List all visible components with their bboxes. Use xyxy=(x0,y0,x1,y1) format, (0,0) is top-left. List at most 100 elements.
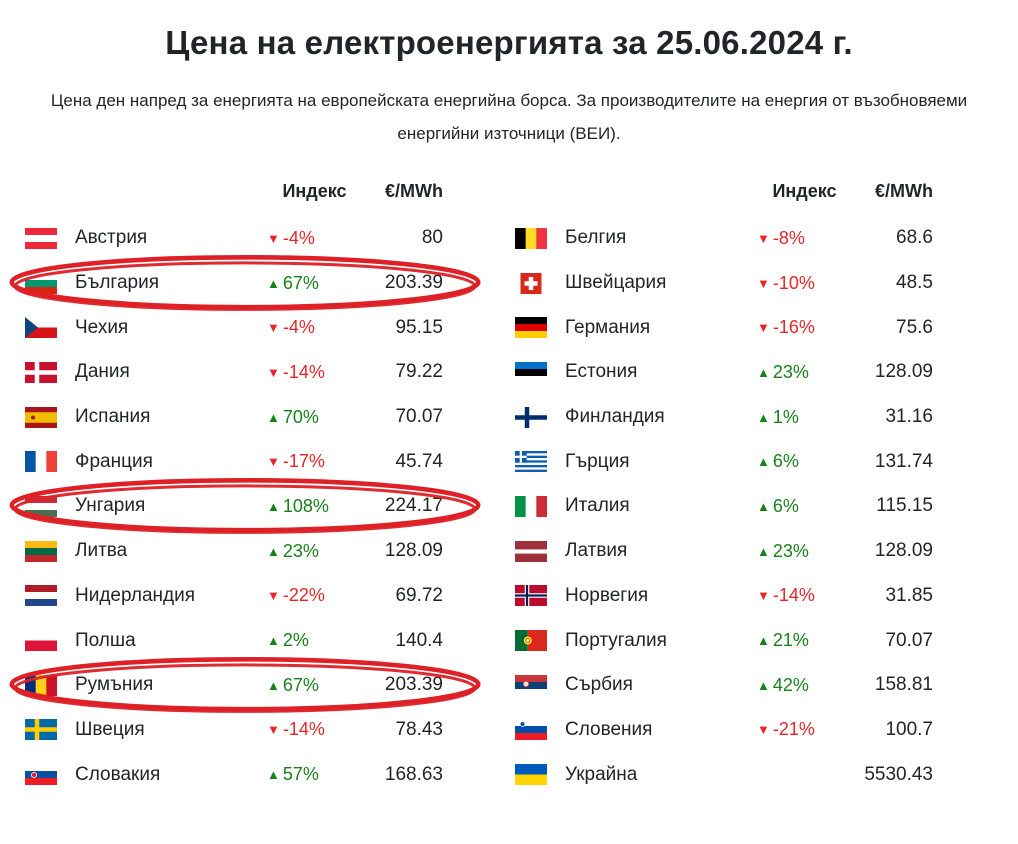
triangle-down-icon: ▼ xyxy=(267,364,280,380)
table-left-body: Австрия ▼ -4% 80 България ▲ 67% 203.39 Чехия ▼ -4… xyxy=(9,216,481,797)
table-row: Литва ▲ 23% 128.09 xyxy=(25,529,443,574)
price-value: 95.15 xyxy=(395,316,443,338)
flag-serbia-icon xyxy=(515,674,547,696)
table-row: Франция ▼ -17% 45.74 xyxy=(25,439,443,484)
table-row: Словакия ▲ 57% 168.63 xyxy=(25,752,443,797)
index-change: ▲ 108% xyxy=(267,495,329,516)
flag-greece-icon xyxy=(515,451,547,473)
price-table: Индекс €/MWh Австрия ▼ -4% 80 България ▲ 67% 20… xyxy=(0,172,1018,797)
country-name: България xyxy=(75,272,159,294)
index-change: ▲ 1% xyxy=(757,406,799,427)
table-row: Белгия ▼ -8% 68.6 xyxy=(515,216,933,261)
country-name: Финландия xyxy=(565,406,665,428)
flag-netherlands-icon xyxy=(25,585,57,607)
country-name: Унгария xyxy=(75,495,146,517)
price-value: 128.09 xyxy=(874,361,933,383)
flag-poland-icon xyxy=(25,630,57,652)
flag-sweden-icon xyxy=(25,719,57,741)
price-value: 48.5 xyxy=(896,272,933,294)
triangle-up-icon: ▲ xyxy=(267,275,280,291)
table-row: Дания ▼ -14% 79.22 xyxy=(25,350,443,395)
flag-denmark-icon xyxy=(25,361,57,383)
flag-ukraine-icon xyxy=(515,764,547,786)
country-name: Швеция xyxy=(75,718,145,740)
triangle-up-icon: ▲ xyxy=(267,543,280,559)
price-value: 69.72 xyxy=(395,584,443,606)
price-value: 203.39 xyxy=(384,674,443,696)
index-change: ▼ -16% xyxy=(757,317,815,338)
index-change: ▲ 21% xyxy=(757,630,809,651)
table-row: България ▲ 67% 203.39 xyxy=(9,254,481,311)
triangle-up-icon: ▲ xyxy=(757,543,770,559)
index-change: ▼ -14% xyxy=(267,719,325,740)
flag-lithuania-icon xyxy=(25,540,57,562)
country-name: Словакия xyxy=(75,763,161,785)
table-right-column: Индекс €/MWh Белгия ▼ -8% 68.6 Швейцария ▼ -10… xyxy=(515,172,933,797)
triangle-up-icon: ▲ xyxy=(757,498,770,514)
triangle-up-icon: ▲ xyxy=(757,409,770,425)
country-name: Италия xyxy=(565,495,630,517)
flag-latvia-icon xyxy=(515,540,547,562)
triangle-down-icon: ▼ xyxy=(757,230,770,246)
triangle-down-icon: ▼ xyxy=(757,588,770,604)
country-name: Испания xyxy=(75,406,151,428)
triangle-up-icon: ▲ xyxy=(757,364,770,380)
flag-slovakia-icon xyxy=(25,764,57,786)
triangle-up-icon: ▲ xyxy=(267,498,280,514)
table-row: Полша ▲ 2% 140.4 xyxy=(25,618,443,663)
table-row: Швейцария ▼ -10% 48.5 xyxy=(515,261,933,306)
flag-norway-icon xyxy=(515,585,547,607)
triangle-up-icon: ▲ xyxy=(757,677,770,693)
country-name: Австрия xyxy=(75,227,148,249)
table-left-header: Индекс €/MWh xyxy=(25,172,443,210)
index-change: ▼ -14% xyxy=(757,585,815,606)
flag-italy-icon xyxy=(515,495,547,517)
table-right-body: Белгия ▼ -8% 68.6 Швейцария ▼ -10% 48.5 Германия… xyxy=(515,216,933,797)
price-value: 75.6 xyxy=(896,316,933,338)
triangle-up-icon: ▲ xyxy=(267,409,280,425)
table-row: Гърция ▲ 6% 131.74 xyxy=(515,439,933,484)
triangle-up-icon: ▲ xyxy=(267,633,280,649)
flag-romania-icon xyxy=(25,674,57,696)
price-value: 100.7 xyxy=(885,718,933,740)
triangle-down-icon: ▼ xyxy=(757,722,770,738)
price-value: 203.39 xyxy=(384,272,443,294)
flag-switzerland-icon xyxy=(515,272,547,294)
table-left-column: Индекс €/MWh Австрия ▼ -4% 80 България ▲ 67% 20… xyxy=(9,172,481,797)
price-value: 70.07 xyxy=(885,629,933,651)
index-change: ▼ -10% xyxy=(757,272,815,293)
price-value: 70.07 xyxy=(395,406,443,428)
price-value: 78.43 xyxy=(395,718,443,740)
table-row: Унгария ▲ 108% 224.17 xyxy=(9,478,481,535)
country-name: Чехия xyxy=(75,316,129,338)
table-row: Латвия ▲ 23% 128.09 xyxy=(515,529,933,574)
table-row: Португалия ▲ 21% 70.07 xyxy=(515,618,933,663)
table-row: Испания ▲ 70% 70.07 xyxy=(25,395,443,440)
price-value: 168.63 xyxy=(384,763,443,785)
country-name: Дания xyxy=(75,361,130,383)
price-value: 128.09 xyxy=(874,540,933,562)
table-row: Австрия ▼ -4% 80 xyxy=(25,216,443,261)
flag-spain-icon xyxy=(25,406,57,428)
page-subtitle: Цена ден напред за енергията на европейс… xyxy=(50,91,968,143)
flag-portugal-icon xyxy=(515,630,547,652)
triangle-down-icon: ▼ xyxy=(757,320,770,336)
column-header-index: Индекс xyxy=(282,180,347,201)
table-row: Украйна 5530.43 xyxy=(515,752,933,797)
index-change: ▲ 67% xyxy=(267,674,319,695)
flag-france-icon xyxy=(25,451,57,473)
table-right-header: Индекс €/MWh xyxy=(515,172,933,210)
index-change: ▼ -4% xyxy=(267,227,315,248)
page-title: Цена на електроенергията за 25.06.2024 г… xyxy=(165,24,853,61)
triangle-down-icon: ▼ xyxy=(267,320,280,336)
index-change: ▲ 23% xyxy=(757,540,809,561)
flag-austria-icon xyxy=(25,227,57,249)
flag-hungary-icon xyxy=(25,495,57,517)
price-value: 158.81 xyxy=(874,674,933,696)
flag-czechia-icon xyxy=(25,317,57,339)
index-change: ▲ 42% xyxy=(757,674,809,695)
price-value: 31.16 xyxy=(885,406,933,428)
triangle-down-icon: ▼ xyxy=(267,454,280,470)
index-change: ▲ 70% xyxy=(267,406,319,427)
flag-slovenia-icon xyxy=(515,719,547,741)
